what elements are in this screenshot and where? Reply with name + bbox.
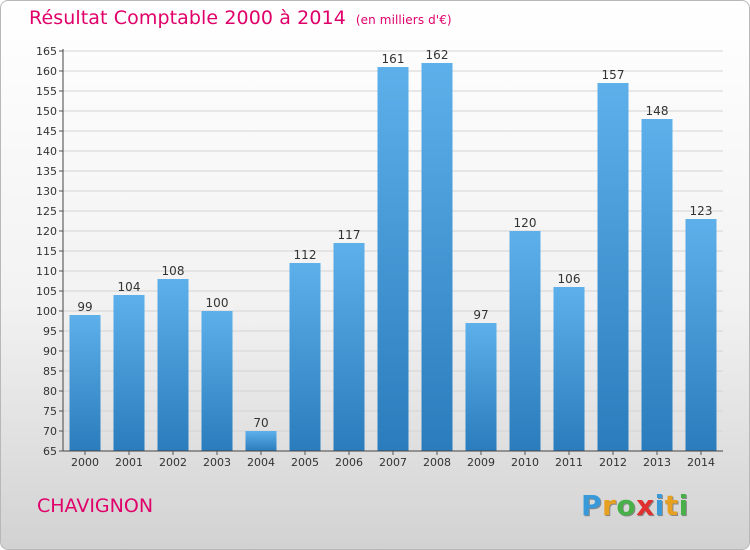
y-tick-label: 100	[36, 305, 57, 318]
bar	[113, 295, 145, 451]
bar	[685, 219, 717, 451]
y-tick-label: 135	[36, 165, 57, 178]
value-label: 123	[690, 204, 713, 218]
y-tick-label: 90	[43, 345, 57, 358]
y-tick-label: 65	[43, 445, 57, 458]
logo-letter: i	[654, 489, 665, 522]
bar	[421, 63, 453, 451]
value-label: 70	[253, 416, 268, 430]
x-tick-label: 2001	[115, 456, 143, 469]
value-label: 117	[338, 228, 361, 242]
value-label: 157	[602, 68, 625, 82]
y-tick-label: 70	[43, 425, 57, 438]
bar	[377, 67, 409, 451]
y-tick-label: 105	[36, 285, 57, 298]
y-tick-label: 75	[43, 405, 57, 418]
bars	[69, 63, 717, 451]
logo-letter: o	[616, 489, 637, 522]
bar	[245, 431, 277, 451]
x-tick-label: 2013	[643, 456, 671, 469]
y-tick-label: 150	[36, 105, 57, 118]
bar	[465, 323, 497, 451]
y-tick-label: 145	[36, 125, 57, 138]
y-tick-label: 165	[36, 45, 57, 58]
value-label: 112	[294, 248, 317, 262]
value-label: 162	[426, 48, 449, 62]
y-tick-label: 125	[36, 205, 57, 218]
value-label: 106	[558, 272, 581, 286]
bar	[553, 287, 585, 451]
chart-subtitle: (en milliers d'€)	[355, 13, 452, 27]
value-label: 108	[162, 264, 185, 278]
x-tick-label: 2007	[379, 456, 407, 469]
value-label: 97	[473, 308, 488, 322]
x-tick-label: 2014	[687, 456, 715, 469]
y-tick-label: 85	[43, 365, 57, 378]
y-tick-label: 120	[36, 225, 57, 238]
x-tick-label: 2002	[159, 456, 187, 469]
x-tick-label: 2012	[599, 456, 627, 469]
bar	[641, 119, 673, 451]
logo-letter: x	[636, 489, 655, 522]
x-tick-label: 2003	[203, 456, 231, 469]
commune-name: CHAVIGNON	[37, 495, 154, 517]
bar	[69, 315, 101, 451]
y-axis: 65 70 75 80 85 90 95 100 105 110 115 120 125 130 135 14…	[36, 45, 64, 458]
y-tick-label: 130	[36, 185, 57, 198]
value-label: 104	[118, 280, 141, 294]
x-axis: 2000 2001 2002 2003 2004 2005 2006 2007 2008 2009…	[63, 450, 723, 469]
y-tick-label: 95	[43, 325, 57, 338]
x-tick-label: 2011	[555, 456, 583, 469]
y-tick-label: 110	[36, 265, 57, 278]
x-tick-label: 2009	[467, 456, 495, 469]
bar	[509, 231, 541, 451]
logo-letter: P	[581, 489, 603, 522]
chart-title-text: Résultat Comptable 2000 à 2014	[29, 7, 346, 29]
bar	[289, 263, 321, 451]
y-tick-label: 140	[36, 145, 57, 158]
value-label: 120	[514, 216, 537, 230]
logo-letter: t	[664, 489, 679, 522]
x-tick-label: 2010	[511, 456, 539, 469]
x-tick-label: 2006	[335, 456, 363, 469]
bar	[157, 279, 189, 451]
bar	[201, 311, 233, 451]
x-tick-label: 2000	[71, 456, 99, 469]
x-tick-label: 2005	[291, 456, 319, 469]
value-label: 99	[77, 300, 92, 314]
value-label: 100	[206, 296, 229, 310]
y-tick-label: 80	[43, 385, 57, 398]
x-tick-label: 2004	[247, 456, 275, 469]
value-label: 148	[646, 104, 669, 118]
value-labels: 99 104 108 100 70 112 117 161 162 97 120 106 157 148 1…	[77, 48, 712, 430]
y-tick-label: 115	[36, 245, 57, 258]
x-tick-label: 2008	[423, 456, 451, 469]
proxiti-logo[interactable]: Proxiti	[581, 489, 689, 522]
logo-letter: r	[602, 489, 617, 522]
value-label: 161	[382, 52, 405, 66]
y-tick-label: 155	[36, 85, 57, 98]
y-tick-label: 160	[36, 65, 57, 78]
logo-letter: i	[678, 489, 689, 522]
bar	[333, 243, 365, 451]
bar	[597, 83, 629, 451]
chart-title: Résultat Comptable 2000 à 2014 (en millie…	[29, 7, 452, 29]
